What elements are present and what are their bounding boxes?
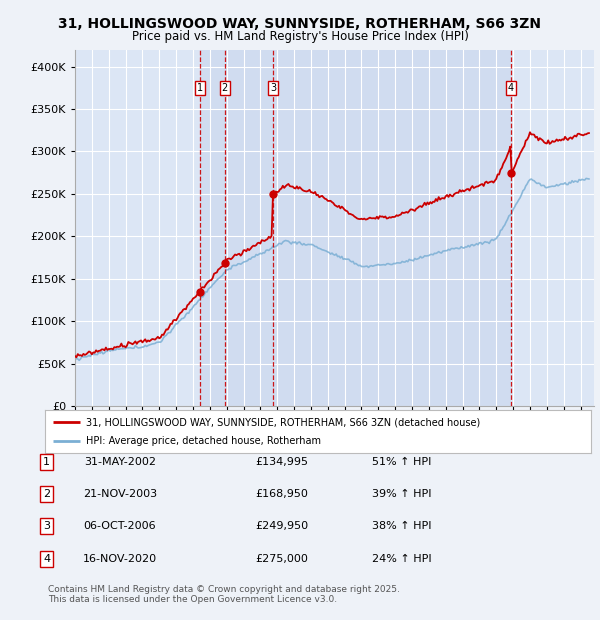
Text: 31, HOLLINGSWOOD WAY, SUNNYSIDE, ROTHERHAM, S66 3ZN (detached house): 31, HOLLINGSWOOD WAY, SUNNYSIDE, ROTHERH… bbox=[86, 417, 480, 427]
Bar bbox=[225, 50, 273, 406]
Text: 4: 4 bbox=[508, 83, 514, 93]
Text: 51% ↑ HPI: 51% ↑ HPI bbox=[373, 457, 431, 467]
Bar bbox=[200, 50, 225, 406]
Text: 1: 1 bbox=[197, 83, 203, 93]
Bar bbox=[273, 50, 511, 406]
Text: 31, HOLLINGSWOOD WAY, SUNNYSIDE, ROTHERHAM, S66 3ZN: 31, HOLLINGSWOOD WAY, SUNNYSIDE, ROTHERH… bbox=[59, 17, 542, 32]
Text: £134,995: £134,995 bbox=[256, 457, 308, 467]
Text: Contains HM Land Registry data © Crown copyright and database right 2025.: Contains HM Land Registry data © Crown c… bbox=[48, 585, 400, 594]
Text: £275,000: £275,000 bbox=[256, 554, 308, 564]
Text: £249,950: £249,950 bbox=[256, 521, 308, 531]
Text: 3: 3 bbox=[43, 521, 50, 531]
Text: 1: 1 bbox=[43, 457, 50, 467]
Text: 31-MAY-2002: 31-MAY-2002 bbox=[84, 457, 156, 467]
Text: 2: 2 bbox=[43, 489, 50, 499]
Text: 21-NOV-2003: 21-NOV-2003 bbox=[83, 489, 157, 499]
Text: 06-OCT-2006: 06-OCT-2006 bbox=[83, 521, 157, 531]
Text: HPI: Average price, detached house, Rotherham: HPI: Average price, detached house, Roth… bbox=[86, 436, 321, 446]
Text: Price paid vs. HM Land Registry's House Price Index (HPI): Price paid vs. HM Land Registry's House … bbox=[131, 30, 469, 43]
Text: 39% ↑ HPI: 39% ↑ HPI bbox=[372, 489, 432, 499]
Text: This data is licensed under the Open Government Licence v3.0.: This data is licensed under the Open Gov… bbox=[48, 595, 337, 604]
Text: £168,950: £168,950 bbox=[256, 489, 308, 499]
Text: 24% ↑ HPI: 24% ↑ HPI bbox=[372, 554, 432, 564]
Text: 16-NOV-2020: 16-NOV-2020 bbox=[83, 554, 157, 564]
Text: 3: 3 bbox=[270, 83, 276, 93]
Text: 4: 4 bbox=[43, 554, 50, 564]
Text: 38% ↑ HPI: 38% ↑ HPI bbox=[372, 521, 432, 531]
Text: 2: 2 bbox=[221, 83, 228, 93]
